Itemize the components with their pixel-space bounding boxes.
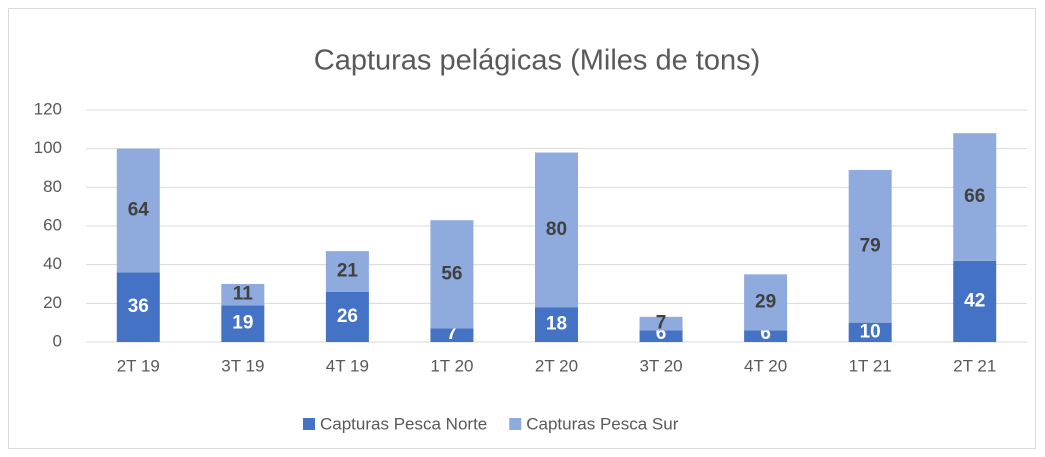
x-tick-label: 3T 20: [639, 356, 682, 375]
data-label: 64: [128, 200, 150, 221]
chart-title: Capturas pelágicas (Miles de tons): [314, 45, 760, 77]
data-label: 6: [656, 323, 667, 344]
data-label: 21: [337, 260, 359, 281]
x-tick-label: 3T 19: [221, 356, 264, 375]
data-label: 11: [233, 284, 254, 305]
y-tick-label: 60: [43, 215, 62, 234]
x-tick-label: 4T 19: [326, 356, 369, 375]
bar-segment: [116, 272, 160, 342]
x-tick-label: 1T 21: [849, 356, 892, 375]
bar-segment: [535, 152, 578, 308]
legend-swatch: [303, 418, 315, 430]
y-tick-label: 0: [53, 331, 62, 350]
data-label: 6: [760, 323, 771, 344]
bar-segment: [116, 148, 160, 273]
bar-segment: [744, 330, 788, 342]
bar-segment: [953, 133, 997, 261]
y-tick-label: 120: [34, 99, 62, 118]
data-label: 80: [546, 219, 567, 240]
bar-segment: [744, 274, 788, 331]
bar-segment: [953, 260, 997, 342]
data-label: 7: [447, 323, 458, 344]
data-label: 29: [755, 291, 776, 312]
bar-segment: [848, 322, 892, 342]
bar-segment: [430, 328, 474, 342]
data-label: 7: [656, 313, 667, 334]
data-label: 36: [128, 296, 149, 317]
data-label: 79: [860, 235, 881, 256]
bar-segment: [325, 291, 369, 342]
bar-segment: [430, 220, 474, 329]
data-label: 42: [964, 290, 985, 311]
data-label: 10: [860, 321, 881, 342]
data-label: 66: [964, 186, 985, 207]
legend-label: Capturas Pesca Norte: [320, 414, 487, 433]
data-label: 19: [232, 313, 253, 334]
legend-label: Capturas Pesca Sur: [526, 414, 678, 433]
bar-segment: [535, 307, 578, 342]
y-tick-label: 100: [34, 138, 62, 157]
legend-swatch: [509, 418, 522, 430]
y-tick-label: 20: [43, 293, 62, 312]
bar-segment: [848, 169, 892, 323]
data-label: 26: [337, 306, 358, 327]
x-tick-label: 2T 19: [117, 356, 160, 375]
bar-segment: [639, 330, 683, 342]
bar-segment: [221, 305, 265, 342]
bar-segment: [639, 316, 683, 331]
x-tick-label: 4T 20: [744, 356, 787, 375]
x-tick-label: 2T 20: [535, 356, 578, 375]
y-tick-label: 80: [43, 177, 62, 196]
x-tick-label: 1T 20: [430, 356, 473, 375]
y-tick-label: 40: [43, 254, 62, 273]
bar-segment: [325, 251, 369, 292]
bar-segment: [221, 284, 265, 306]
x-tick-label: 2T 21: [953, 356, 996, 375]
data-label: 56: [441, 263, 462, 284]
data-label: 18: [546, 314, 567, 335]
